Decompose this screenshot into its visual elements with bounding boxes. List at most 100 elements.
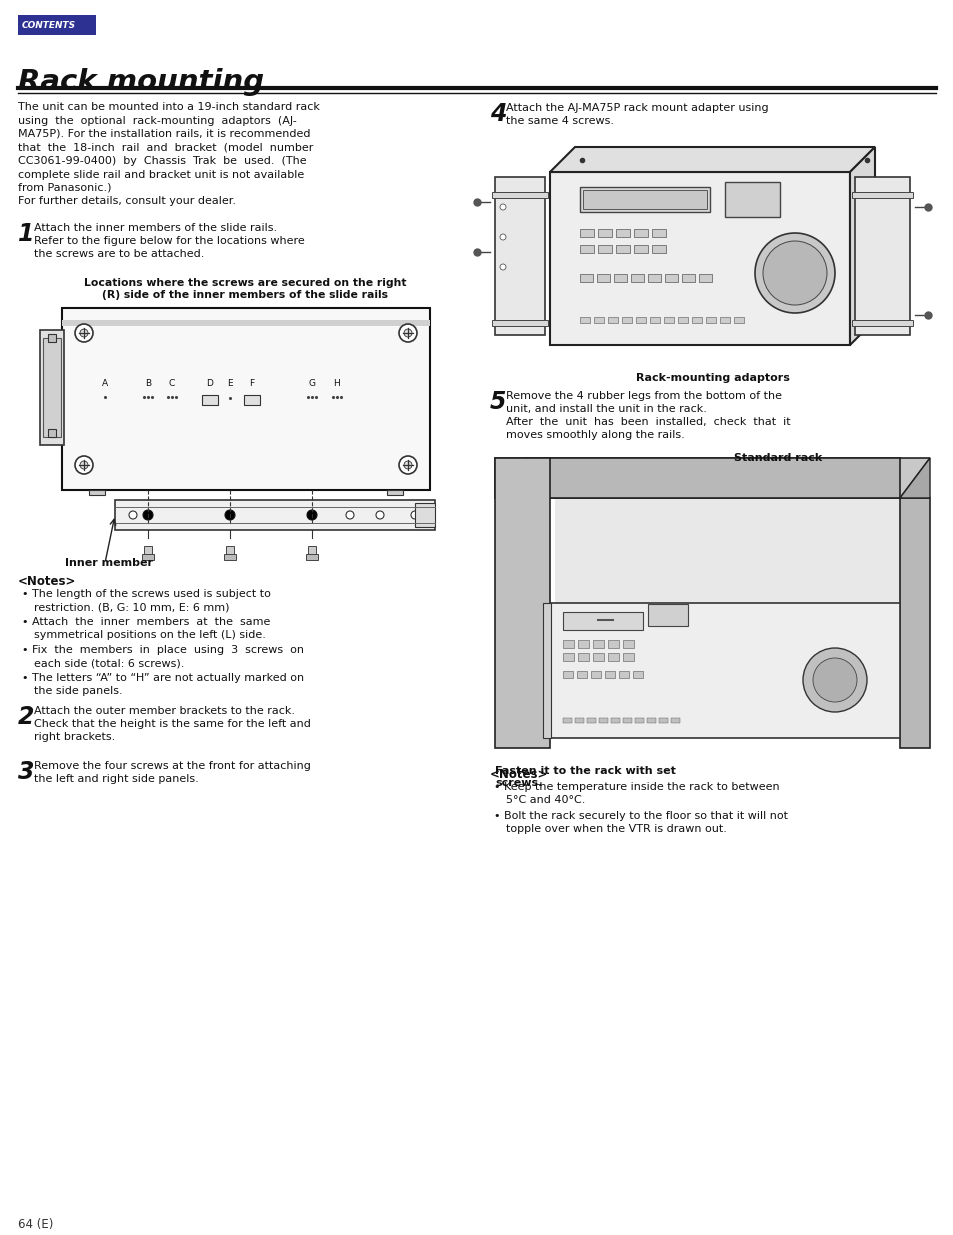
Text: • Bolt the rack securely to the floor so that it will not: • Bolt the rack securely to the floor so… — [494, 811, 787, 821]
Bar — [578, 653, 588, 661]
Bar — [62, 320, 430, 326]
Text: F: F — [249, 378, 254, 388]
Text: (R) side of the inner members of the slide rails: (R) side of the inner members of the sli… — [102, 290, 388, 300]
Circle shape — [375, 511, 384, 519]
Bar — [851, 320, 912, 326]
Circle shape — [398, 324, 416, 342]
Bar — [664, 274, 678, 282]
Bar — [562, 640, 574, 648]
Text: 2: 2 — [18, 705, 34, 729]
Circle shape — [75, 456, 92, 474]
Bar — [647, 604, 687, 626]
Bar — [705, 317, 716, 324]
Polygon shape — [495, 458, 929, 498]
Bar — [202, 395, 218, 405]
Bar — [651, 245, 665, 253]
Bar — [578, 640, 588, 648]
Bar — [562, 653, 574, 661]
Bar — [579, 274, 593, 282]
Text: Fasten it to the rack with set
screws.: Fasten it to the rack with set screws. — [495, 766, 675, 788]
Bar — [492, 191, 547, 198]
Bar — [649, 317, 659, 324]
Bar — [678, 317, 687, 324]
Bar — [579, 317, 589, 324]
Text: topple over when the VTR is drawn out.: topple over when the VTR is drawn out. — [505, 824, 726, 834]
Circle shape — [762, 241, 826, 305]
Text: 4: 4 — [490, 103, 506, 126]
Bar — [18, 15, 96, 35]
Text: right brackets.: right brackets. — [34, 732, 115, 742]
Text: Check that the height is the same for the left and: Check that the height is the same for th… — [34, 719, 311, 729]
Bar — [681, 274, 695, 282]
Text: Remove the four screws at the front for attaching: Remove the four screws at the front for … — [34, 761, 311, 771]
Text: Inner member: Inner member — [65, 558, 152, 568]
Bar — [495, 177, 544, 335]
Bar — [636, 317, 645, 324]
Text: 3: 3 — [18, 760, 34, 784]
Text: A: A — [102, 378, 108, 388]
Bar — [618, 671, 628, 678]
Text: using  the  optional  rack-mounting  adaptors  (AJ-: using the optional rack-mounting adaptor… — [18, 116, 296, 126]
Bar — [604, 671, 615, 678]
Circle shape — [129, 511, 137, 519]
Text: • The length of the screws used is subject to: • The length of the screws used is subje… — [22, 589, 271, 599]
Text: The unit can be mounted into a 19-inch standard rack: The unit can be mounted into a 19-inch s… — [18, 103, 319, 112]
Bar — [598, 245, 612, 253]
Bar — [48, 333, 56, 342]
Bar — [724, 182, 780, 217]
Bar — [854, 177, 909, 335]
Text: • Attach  the  inner  members  at  the  same: • Attach the inner members at the same — [22, 618, 270, 627]
Text: the same 4 screws.: the same 4 screws. — [505, 116, 614, 126]
Bar — [616, 245, 629, 253]
Bar — [590, 671, 600, 678]
Text: moves smoothly along the rails.: moves smoothly along the rails. — [505, 430, 684, 440]
Text: the side panels.: the side panels. — [34, 685, 123, 697]
Bar — [594, 317, 603, 324]
Bar — [621, 317, 631, 324]
Bar — [415, 503, 435, 527]
Text: For further details, consult your dealer.: For further details, consult your dealer… — [18, 196, 235, 206]
Text: that  the  18-inch  rail  and  bracket  (model  number: that the 18-inch rail and bracket (model… — [18, 142, 313, 152]
Bar — [550, 172, 849, 345]
Bar — [614, 274, 626, 282]
Bar — [597, 274, 609, 282]
Circle shape — [499, 264, 505, 270]
Bar — [492, 320, 547, 326]
Text: <Notes>: <Notes> — [18, 576, 76, 588]
Text: Rack mounting: Rack mounting — [18, 68, 264, 96]
Bar — [610, 718, 619, 722]
Text: • The letters “A” to “H” are not actually marked on: • The letters “A” to “H” are not actuall… — [22, 673, 304, 683]
Bar — [633, 671, 642, 678]
Bar — [577, 671, 586, 678]
Text: CONTENTS: CONTENTS — [22, 21, 76, 30]
Bar — [659, 718, 667, 722]
Text: Rack-mounting adaptors: Rack-mounting adaptors — [635, 373, 789, 383]
Text: Locations where the screws are secured on the right: Locations where the screws are secured o… — [84, 278, 406, 288]
Text: G: G — [308, 378, 315, 388]
Circle shape — [812, 658, 856, 701]
Bar — [579, 245, 594, 253]
Text: the left and right side panels.: the left and right side panels. — [34, 774, 198, 784]
Text: Standard rack: Standard rack — [733, 453, 821, 463]
Bar — [142, 555, 153, 559]
Bar — [495, 458, 550, 748]
Bar — [699, 274, 711, 282]
Circle shape — [80, 461, 88, 469]
Bar — [555, 493, 899, 739]
Bar — [598, 718, 607, 722]
Bar — [593, 640, 603, 648]
Bar — [115, 500, 435, 530]
Bar — [851, 191, 912, 198]
Text: E: E — [227, 378, 233, 388]
Circle shape — [403, 329, 412, 337]
Bar — [387, 490, 402, 495]
Bar — [670, 718, 679, 722]
Bar — [308, 546, 315, 556]
Text: Attach the outer member brackets to the rack.: Attach the outer member brackets to the … — [34, 706, 294, 716]
Circle shape — [754, 233, 834, 312]
Text: CC3061-99-0400)  by  Chassis  Trak  be  used.  (The: CC3061-99-0400) by Chassis Trak be used.… — [18, 156, 306, 165]
Bar — [224, 555, 235, 559]
Bar — [691, 317, 701, 324]
Text: B: B — [145, 378, 151, 388]
Polygon shape — [550, 147, 874, 172]
